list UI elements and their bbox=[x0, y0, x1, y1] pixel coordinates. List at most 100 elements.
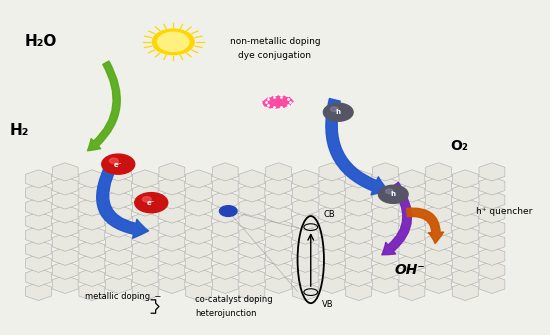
Text: metallic doping  ─: metallic doping ─ bbox=[85, 292, 161, 301]
Polygon shape bbox=[292, 212, 318, 230]
Polygon shape bbox=[132, 282, 158, 300]
Text: OH⁻: OH⁻ bbox=[394, 263, 425, 277]
Polygon shape bbox=[399, 240, 425, 258]
Polygon shape bbox=[372, 261, 398, 279]
Text: VB: VB bbox=[322, 300, 333, 309]
Polygon shape bbox=[52, 219, 78, 237]
Polygon shape bbox=[345, 198, 371, 216]
Polygon shape bbox=[399, 254, 425, 272]
Polygon shape bbox=[106, 163, 131, 181]
Text: H₂O: H₂O bbox=[25, 35, 57, 49]
Polygon shape bbox=[212, 163, 238, 181]
Polygon shape bbox=[266, 205, 292, 223]
Polygon shape bbox=[319, 233, 345, 251]
Polygon shape bbox=[132, 212, 158, 230]
Polygon shape bbox=[372, 247, 398, 265]
Polygon shape bbox=[132, 254, 158, 272]
Polygon shape bbox=[239, 282, 265, 300]
Polygon shape bbox=[159, 163, 185, 181]
Polygon shape bbox=[319, 219, 345, 237]
Polygon shape bbox=[372, 191, 398, 209]
Polygon shape bbox=[426, 177, 452, 195]
Polygon shape bbox=[479, 191, 505, 209]
Polygon shape bbox=[159, 205, 185, 223]
FancyArrowPatch shape bbox=[406, 208, 443, 244]
FancyArrowPatch shape bbox=[382, 182, 411, 255]
Polygon shape bbox=[345, 254, 371, 272]
Polygon shape bbox=[106, 247, 131, 265]
Polygon shape bbox=[185, 282, 212, 300]
Polygon shape bbox=[452, 170, 478, 188]
Polygon shape bbox=[25, 282, 52, 300]
Text: e⁻: e⁻ bbox=[147, 200, 156, 206]
Polygon shape bbox=[212, 219, 238, 237]
Polygon shape bbox=[266, 163, 292, 181]
Polygon shape bbox=[212, 233, 238, 251]
Polygon shape bbox=[319, 191, 345, 209]
Polygon shape bbox=[399, 170, 425, 188]
Polygon shape bbox=[106, 275, 131, 293]
Polygon shape bbox=[479, 177, 505, 195]
Polygon shape bbox=[159, 177, 185, 195]
Text: H₂: H₂ bbox=[9, 123, 29, 138]
Polygon shape bbox=[159, 275, 185, 293]
Polygon shape bbox=[185, 254, 212, 272]
Polygon shape bbox=[345, 212, 371, 230]
Polygon shape bbox=[292, 184, 318, 202]
Text: heterojunction: heterojunction bbox=[195, 309, 257, 318]
Polygon shape bbox=[452, 226, 478, 244]
Polygon shape bbox=[479, 205, 505, 223]
Polygon shape bbox=[292, 198, 318, 216]
Polygon shape bbox=[479, 275, 505, 293]
Text: e⁻: e⁻ bbox=[114, 162, 123, 168]
Polygon shape bbox=[212, 177, 238, 195]
Polygon shape bbox=[479, 219, 505, 237]
Polygon shape bbox=[52, 191, 78, 209]
Polygon shape bbox=[185, 184, 212, 202]
Text: h: h bbox=[336, 109, 341, 115]
Polygon shape bbox=[292, 254, 318, 272]
Polygon shape bbox=[239, 198, 265, 216]
Polygon shape bbox=[52, 261, 78, 279]
Polygon shape bbox=[426, 191, 452, 209]
Text: O₂: O₂ bbox=[450, 139, 468, 153]
Polygon shape bbox=[399, 282, 425, 300]
Polygon shape bbox=[132, 240, 158, 258]
Ellipse shape bbox=[262, 95, 294, 109]
Polygon shape bbox=[452, 268, 478, 286]
Circle shape bbox=[157, 32, 189, 52]
Polygon shape bbox=[79, 226, 105, 244]
Polygon shape bbox=[79, 240, 105, 258]
Polygon shape bbox=[106, 233, 131, 251]
Polygon shape bbox=[79, 184, 105, 202]
Polygon shape bbox=[25, 212, 52, 230]
Polygon shape bbox=[426, 205, 452, 223]
Polygon shape bbox=[452, 240, 478, 258]
Polygon shape bbox=[319, 275, 345, 293]
Polygon shape bbox=[212, 205, 238, 223]
Polygon shape bbox=[266, 247, 292, 265]
Polygon shape bbox=[239, 170, 265, 188]
Polygon shape bbox=[52, 163, 78, 181]
Polygon shape bbox=[372, 163, 398, 181]
Polygon shape bbox=[132, 184, 158, 202]
Polygon shape bbox=[292, 282, 318, 300]
Polygon shape bbox=[399, 184, 425, 202]
Polygon shape bbox=[25, 240, 52, 258]
Polygon shape bbox=[292, 240, 318, 258]
Polygon shape bbox=[159, 219, 185, 237]
Polygon shape bbox=[159, 191, 185, 209]
Text: dye conjugation: dye conjugation bbox=[239, 51, 311, 60]
Polygon shape bbox=[345, 184, 371, 202]
Polygon shape bbox=[185, 170, 212, 188]
Polygon shape bbox=[426, 261, 452, 279]
Polygon shape bbox=[25, 254, 52, 272]
Polygon shape bbox=[239, 226, 265, 244]
Polygon shape bbox=[372, 205, 398, 223]
Polygon shape bbox=[452, 198, 478, 216]
Polygon shape bbox=[52, 233, 78, 251]
Polygon shape bbox=[266, 275, 292, 293]
Polygon shape bbox=[185, 268, 212, 286]
Polygon shape bbox=[266, 191, 292, 209]
Polygon shape bbox=[266, 219, 292, 237]
